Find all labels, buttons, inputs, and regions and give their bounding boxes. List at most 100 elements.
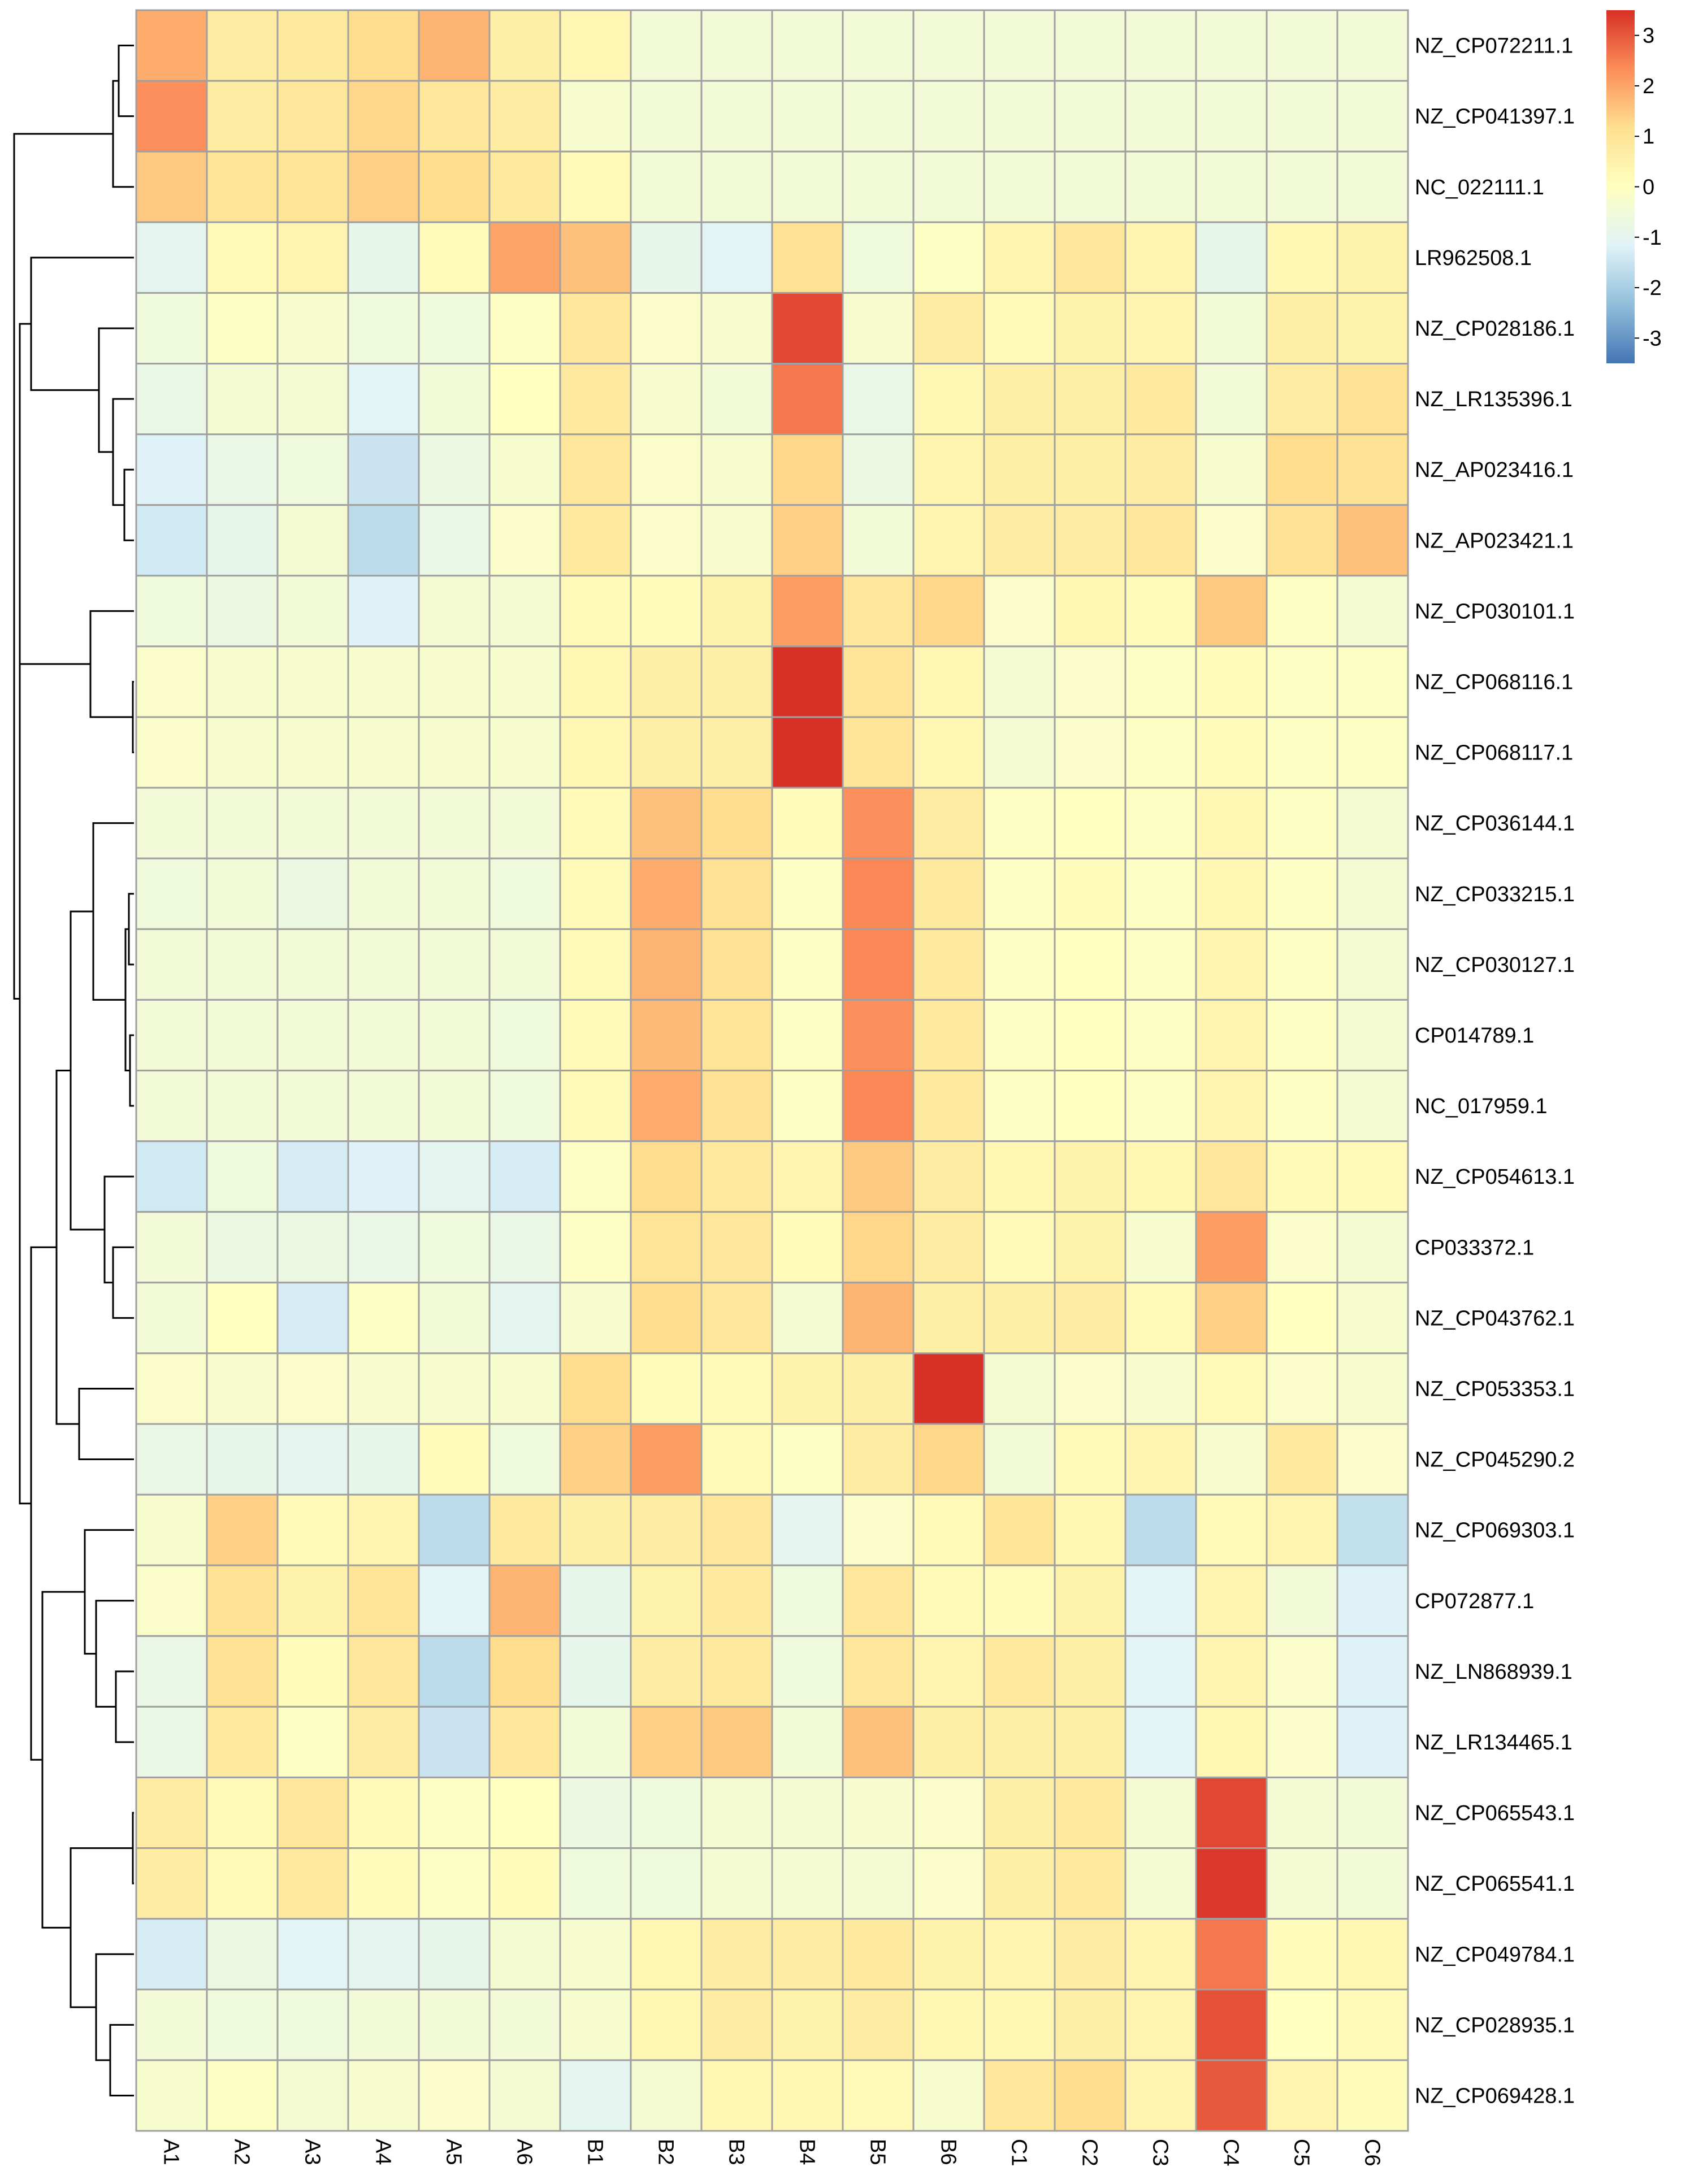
dendrogram-branch: [112, 1246, 134, 1319]
heatmap-cell-NZ_LR135396.1-B1: [559, 363, 632, 436]
heatmap-cell-NZ_CP069303.1-B4: [771, 1493, 844, 1566]
heatmap-cell-NZ_CP030101.1-C5: [1266, 575, 1338, 648]
heatmap-cell-NZ_CP043762.1-A1: [135, 1282, 208, 1354]
heatmap-cell-NZ_LR135396.1-A1: [135, 363, 208, 436]
heatmap-cell-NZ_CP041397.1-A3: [276, 80, 349, 153]
heatmap-cell-CP014789.1-B6: [912, 998, 985, 1072]
heatmap-cell-CP033372.1-B5: [842, 1211, 915, 1284]
heatmap-cell-NZ_LN868939.1-A1: [135, 1635, 208, 1708]
heatmap-cell-NZ_CP072211.1-A5: [418, 9, 491, 82]
heatmap-cell-NZ_LR134465.1-C6: [1336, 1705, 1409, 1778]
heatmap-cell-NZ_CP045290.2-B6: [912, 1423, 985, 1496]
heatmap-cell-NC_022111.1-B1: [559, 150, 632, 223]
heatmap-cell-NZ_CP068116.1-C4: [1195, 645, 1268, 718]
heatmap-cell-NZ_LN868939.1-A4: [347, 1635, 420, 1708]
heatmap-cell-NZ_LR135396.1-A4: [347, 363, 420, 436]
heatmap-cell-NZ_CP036144.1-A2: [206, 787, 279, 859]
heatmap-cell-NZ_CP043762.1-C6: [1336, 1282, 1409, 1354]
heatmap-cell-NZ_AP023416.1-A5: [418, 433, 491, 506]
heatmap-cell-NZ_CP030127.1-B6: [912, 928, 985, 1001]
heatmap-cell-NZ_CP069428.1-A1: [135, 2059, 208, 2132]
heatmap-cell-NZ_CP072211.1-B6: [912, 9, 985, 82]
heatmap-cell-NZ_CP045290.2-B1: [559, 1423, 632, 1496]
heatmap-cell-NZ_CP069303.1-C6: [1336, 1493, 1409, 1566]
heatmap-cell-NC_022111.1-A3: [276, 150, 349, 223]
column-label: B5: [866, 2139, 890, 2165]
column-label: B2: [654, 2139, 678, 2165]
heatmap-cell-NZ_LR134465.1-B5: [842, 1705, 915, 1778]
heatmap-cell-NZ_CP028186.1-A3: [276, 292, 349, 365]
heatmap-cell-NZ_CP053353.1-A1: [135, 1352, 208, 1425]
heatmap-cell-LR962508.1-C1: [983, 221, 1056, 294]
heatmap-cell-NZ_CP053353.1-A6: [488, 1352, 561, 1425]
heatmap-cell-NZ_CP069303.1-A4: [347, 1493, 420, 1566]
heatmap-cell-NZ_CP069428.1-A2: [206, 2059, 279, 2132]
row-dendrogram: [13, 45, 134, 2096]
heatmap-cell-NZ_CP065543.1-B6: [912, 1777, 985, 1849]
heatmap-cell-CP033372.1-A4: [347, 1211, 420, 1284]
heatmap-cell-CP072877.1-C3: [1124, 1564, 1197, 1637]
heatmap-cell-NZ_AP023416.1-C2: [1054, 433, 1127, 506]
column-label: C3: [1149, 2139, 1172, 2166]
heatmap-cell-NZ_CP065541.1-A4: [347, 1847, 420, 1920]
heatmap-cell-NZ_LR135396.1-B5: [842, 363, 915, 436]
heatmap-cell-CP072877.1-A1: [135, 1564, 208, 1637]
heatmap-cell-NZ_CP030127.1-A6: [488, 928, 561, 1001]
heatmap-cell-NZ_CP072211.1-A3: [276, 9, 349, 82]
heatmap-cell-NZ_CP036144.1-A6: [488, 787, 561, 859]
heatmap-cell-NZ_CP041397.1-C6: [1336, 80, 1409, 153]
heatmap-cell-NZ_CP033215.1-C4: [1195, 857, 1268, 930]
heatmap-cell-LR962508.1-C2: [1054, 221, 1127, 294]
heatmap-cell-NZ_CP043762.1-B3: [700, 1282, 773, 1354]
heatmap-cell-NZ_LR135396.1-C3: [1124, 363, 1197, 436]
heatmap-cell-NZ_AP023421.1-C6: [1336, 504, 1409, 577]
heatmap-cell-NZ_CP065541.1-A5: [418, 1847, 491, 1920]
heatmap-cell-NZ_CP053353.1-C1: [983, 1352, 1056, 1425]
row-label: NZ_CP036144.1: [1415, 812, 1575, 836]
row-label: NZ_LN868939.1: [1415, 1660, 1572, 1684]
heatmap-cell-NZ_CP069303.1-A2: [206, 1493, 279, 1566]
heatmap-cell-NZ_CP053353.1-C2: [1054, 1352, 1127, 1425]
heatmap-cell-NZ_CP033215.1-A3: [276, 857, 349, 930]
heatmap-cell-NC_017959.1-B3: [700, 1070, 773, 1143]
heatmap-cell-NC_017959.1-B6: [912, 1070, 985, 1143]
heatmap-cell-CP072877.1-A4: [347, 1564, 420, 1637]
heatmap-cell-NZ_LR134465.1-A1: [135, 1705, 208, 1778]
column-label: B1: [583, 2139, 607, 2165]
heatmap-cell-NZ_LN868939.1-C5: [1266, 1635, 1338, 1708]
heatmap-cell-CP033372.1-B3: [700, 1211, 773, 1284]
heatmap-cell-NZ_CP068117.1-C2: [1054, 716, 1127, 789]
row-label: NC_017959.1: [1415, 1095, 1548, 1118]
heatmap-cell-NZ_CP049784.1-C1: [983, 1918, 1056, 1991]
heatmap-cell-NZ_CP054613.1-A1: [135, 1140, 208, 1213]
heatmap-cell-NZ_CP028935.1-C4: [1195, 1988, 1268, 2061]
heatmap-cell-NZ_LN868939.1-A6: [488, 1635, 561, 1708]
heatmap-cell-NZ_AP023421.1-B6: [912, 504, 985, 577]
heatmap-cell-NZ_CP053353.1-B6: [912, 1352, 985, 1425]
heatmap-cell-NZ_AP023421.1-A6: [488, 504, 561, 577]
heatmap-cell-NC_017959.1-C3: [1124, 1070, 1197, 1143]
heatmap-cell-NZ_CP069428.1-B1: [559, 2059, 632, 2132]
column-label: C1: [1007, 2139, 1031, 2166]
heatmap-cell-LR962508.1-A4: [347, 221, 420, 294]
heatmap-cell-NZ_CP065541.1-A2: [206, 1847, 279, 1920]
heatmap-cell-NZ_CP065541.1-C6: [1336, 1847, 1409, 1920]
row-label: NZ_CP030127.1: [1415, 953, 1575, 977]
heatmap-cell-CP014789.1-B3: [700, 998, 773, 1072]
row-label: NZ_CP068117.1: [1415, 741, 1573, 765]
heatmap-cell-NZ_CP030127.1-C2: [1054, 928, 1127, 1001]
heatmap-cell-NZ_CP054613.1-A5: [418, 1140, 491, 1213]
heatmap-cell-CP072877.1-A6: [488, 1564, 561, 1637]
heatmap-cell-NC_022111.1-C6: [1336, 150, 1409, 223]
heatmap-cell-NZ_CP033215.1-B2: [630, 857, 703, 930]
heatmap-cell-CP033372.1-A3: [276, 1211, 349, 1284]
heatmap-cell-NZ_CP030101.1-B4: [771, 575, 844, 648]
heatmap-cell-NZ_CP065541.1-C4: [1195, 1847, 1268, 1920]
row-label: NZ_CP054613.1: [1415, 1165, 1575, 1189]
heatmap-cell-NZ_LR134465.1-B6: [912, 1705, 985, 1778]
heatmap-cell-NZ_CP065543.1-A4: [347, 1777, 420, 1849]
heatmap-cell-NC_017959.1-A2: [206, 1070, 279, 1143]
heatmap-cell-NZ_CP045290.2-B3: [700, 1423, 773, 1496]
dendrogram-branch: [89, 610, 134, 718]
dendrogram-branch: [30, 257, 134, 391]
